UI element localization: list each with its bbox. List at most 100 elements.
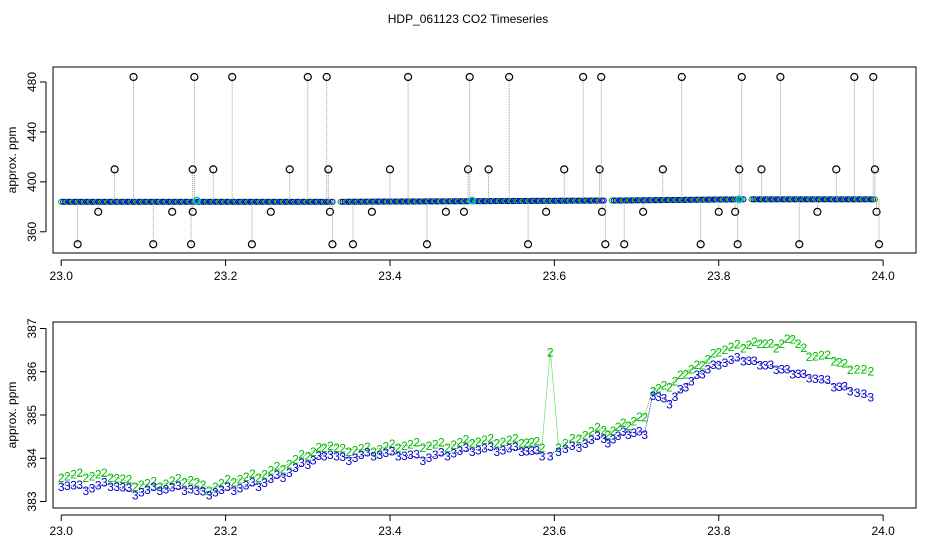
baseline-point [455, 198, 462, 205]
baseline-point [754, 196, 761, 203]
blue-series-marker: 3 [286, 466, 293, 480]
blue-series-marker: 3 [292, 461, 299, 475]
baseline-point [249, 198, 256, 205]
blue-series-marker: 3 [636, 424, 643, 438]
green-series-marker: 2 [169, 474, 176, 488]
green-series-marker: 2 [249, 467, 256, 481]
baseline-point [834, 196, 841, 203]
green-series-marker: 2 [267, 463, 274, 477]
baseline-point [703, 196, 710, 203]
baseline-point [157, 198, 164, 205]
blue-series-marker: 3 [655, 390, 662, 404]
outlier-point [757, 165, 766, 174]
baseline-point [691, 196, 698, 203]
blue-series-marker: 3 [746, 354, 753, 368]
blue-series-marker: 3 [547, 450, 554, 464]
baseline-point [608, 197, 615, 204]
bottom-x-tick-label: 23.6 [543, 524, 567, 538]
blue-series-marker: 3 [70, 479, 77, 493]
baseline-point [563, 197, 570, 204]
blue-series-marker: 3 [120, 481, 127, 495]
outlier-point [94, 207, 103, 216]
green-series-marker: 2 [523, 436, 530, 450]
baseline-point [862, 196, 869, 203]
top-x-tick-label: 23.0 [50, 269, 74, 283]
baseline-point [341, 198, 348, 205]
baseline-point [365, 198, 372, 205]
green-series-marker: 2 [500, 435, 507, 449]
blue-series-marker: 3 [487, 440, 494, 454]
green-series-marker: 2 [333, 441, 340, 455]
outlier-point [696, 240, 705, 249]
green-series-marker: 2 [132, 480, 139, 494]
green-series-marker: 2 [218, 476, 225, 490]
baseline-point [212, 198, 219, 205]
top-y-tick-label: 480 [25, 72, 39, 92]
baseline-point [235, 198, 242, 205]
green-series-marker: 2 [630, 415, 637, 429]
baseline-point [777, 196, 785, 203]
green-series-marker: 2 [95, 468, 102, 482]
baseline-point [836, 196, 843, 203]
baseline-point [811, 196, 818, 203]
green-series-marker: 2 [237, 473, 244, 487]
baseline-point [116, 198, 123, 205]
green-series-marker: 2 [389, 437, 396, 451]
blue-series-marker: 3 [824, 373, 831, 387]
baseline-point [673, 196, 680, 204]
baseline-point [459, 198, 466, 205]
green-series-marker: 2 [243, 470, 250, 484]
green-series-marker: 2 [138, 478, 145, 492]
baseline-point [118, 198, 125, 205]
blue-series-marker: 3 [358, 448, 365, 462]
blue-series-marker: 3 [255, 480, 262, 494]
green-series-marker: 2 [292, 453, 299, 467]
outlier-point [560, 165, 569, 174]
baseline-point [815, 196, 822, 203]
blue-series-marker: 3 [699, 367, 706, 381]
blue-series-marker: 3 [588, 433, 595, 447]
blue-series-marker: 3 [315, 449, 322, 463]
blue-series-marker: 3 [756, 359, 763, 373]
baseline-point [433, 198, 440, 205]
baseline-point [110, 198, 118, 205]
green-series-marker: 2 [310, 445, 317, 459]
baseline-point [685, 196, 692, 203]
blue-series-marker: 3 [310, 454, 317, 468]
green-series-marker: 2 [841, 357, 848, 371]
bottom-y-tick-label: 387 [25, 318, 39, 338]
baseline-point [689, 196, 696, 203]
blue-series-marker: 3 [383, 446, 390, 460]
baseline-point [81, 198, 88, 205]
baseline-point [553, 197, 560, 204]
outlier-point [677, 72, 686, 82]
green-series-marker: 2 [600, 424, 607, 438]
green-series-marker: 2 [321, 441, 328, 455]
green-series-marker: 2 [469, 437, 476, 451]
baseline-point [651, 197, 659, 204]
blue-series-marker: 3 [76, 478, 83, 492]
cyan-point [468, 196, 477, 205]
baseline-point [300, 198, 307, 205]
blue-series-marker: 3 [327, 448, 334, 462]
green-series-marker: 2 [650, 385, 657, 399]
top-y-tick-label: 400 [25, 172, 39, 192]
baseline-point [58, 198, 65, 205]
baseline-point [208, 198, 215, 205]
cyan-point [192, 196, 201, 205]
baseline-point [394, 198, 401, 205]
blue-series-marker: 3 [672, 390, 679, 404]
baseline-point [610, 197, 617, 204]
blue-series-marker: 3 [630, 426, 637, 440]
baseline-point [296, 198, 303, 205]
green-series-marker: 2 [746, 338, 753, 352]
blue-series-marker: 3 [138, 486, 145, 500]
green-series-marker: 2 [655, 381, 662, 395]
blue-series-marker: 3 [836, 380, 843, 394]
baseline-point [531, 197, 539, 204]
baseline-point [537, 197, 544, 204]
outlier-point [303, 72, 312, 82]
baseline-point [805, 196, 812, 203]
baseline-point [151, 198, 158, 205]
green-series-marker: 2 [163, 477, 170, 491]
